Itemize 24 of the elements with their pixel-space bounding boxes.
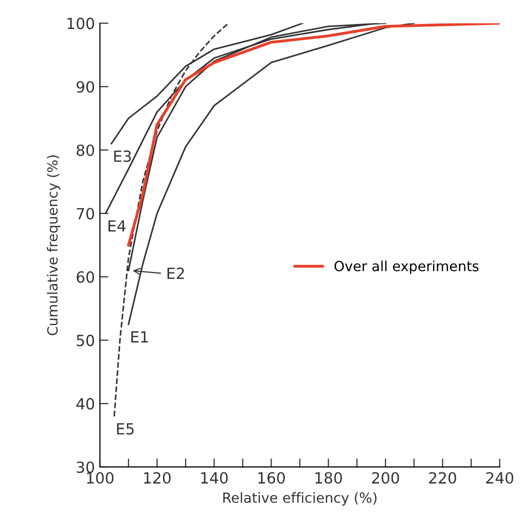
x-tick-label: 100 [87,472,114,484]
y-tick-label: 30 [76,461,94,473]
x-tick-label: 220 [429,472,456,484]
y-axis-title: Cumulative frequency (%) [46,155,60,336]
y-tick-label: 60 [76,271,94,283]
series-label: E4 [108,220,126,232]
series-label: E3 [114,150,131,162]
y-tick-label: 90 [76,81,94,93]
legend-label: Over all experiments [334,260,479,274]
series-label: E5 [117,423,134,435]
y-tick-label: 40 [76,398,94,410]
x-tick-label: 200 [372,472,400,484]
series-label: E1 [131,331,148,342]
x-tick-label: 240 [486,472,514,484]
y-tick-label: 80 [76,144,94,156]
y-tick-label: 70 [76,208,94,220]
x-axis-title: Relative efficiency (%) [223,492,376,506]
legend-label: E2 [168,268,184,279]
x-tick-label: 180 [315,472,342,484]
y-tick-label: 100 [68,18,94,30]
x-tick-label: 160 [258,472,285,484]
x-tick-label: 120 [144,472,171,484]
x-tick-label: 140 [201,472,228,484]
y-tick-label: 50 [76,334,94,346]
